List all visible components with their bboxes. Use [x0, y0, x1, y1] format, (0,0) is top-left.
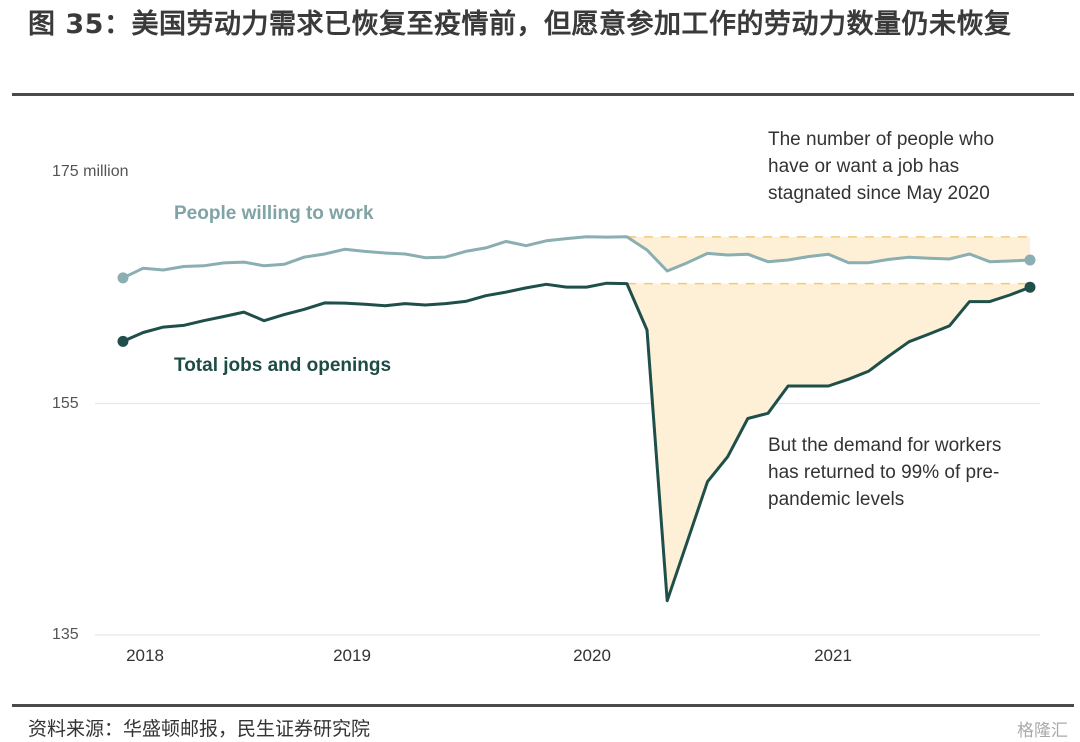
series-line-willing: [122, 235, 1031, 280]
series-label-jobs: Total jobs and openings: [174, 355, 392, 376]
watermark-logo: 格隆汇: [1017, 721, 1068, 741]
x-tick-label: 2019: [333, 646, 371, 665]
start-marker-willing: [117, 272, 129, 284]
annotation-line: stagnated since May 2020: [768, 183, 990, 204]
end-marker-willing: [1024, 254, 1036, 266]
x-tick-label: 2021: [814, 646, 852, 665]
gap-fill-jobs: [626, 283, 1030, 601]
y-tick-label: 175 million: [52, 163, 129, 180]
x-tick-label: 2018: [126, 646, 164, 665]
end-marker-jobs: [1024, 281, 1036, 293]
bottom-divider: [12, 704, 1074, 707]
annotation-line: has returned to 99% of pre-: [768, 462, 1000, 483]
x-tick-label: 2020: [573, 646, 611, 665]
annotation-demand: But the demand for workers has returned …: [768, 432, 1001, 513]
figure-title: 图 35：美国劳动力需求已恢复至疫情前，但愿意参加工作的劳动力数量仍未恢复: [28, 9, 1012, 40]
annotation-line: The number of people who: [768, 129, 995, 150]
series-line-jobs: [122, 281, 1031, 603]
annotation-line: But the demand for workers: [768, 435, 1002, 456]
annotation-line: have or want a job has: [768, 156, 960, 177]
start-marker-jobs: [117, 335, 129, 347]
top-divider: [12, 93, 1074, 96]
annotation-line: pandemic levels: [768, 489, 905, 510]
y-tick-label: 135: [52, 626, 79, 643]
y-tick-label: 155: [52, 395, 79, 412]
series-label-willing: People willing to work: [174, 203, 374, 224]
source-note: 资料来源：华盛顿邮报，民生证券研究院: [28, 718, 371, 740]
annotation-stagnated: The number of people who have or want a …: [768, 126, 994, 207]
